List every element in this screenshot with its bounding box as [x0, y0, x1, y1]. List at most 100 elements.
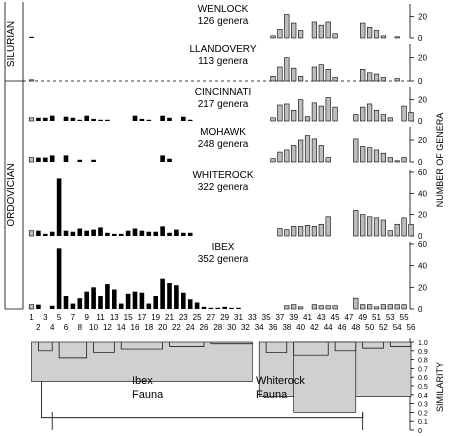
bar-cluster-7: [70, 117, 76, 121]
category-label: 4: [50, 323, 55, 332]
bar-cluster-22: [174, 229, 179, 236]
bar-cluster-44: [325, 157, 331, 163]
similarity-tick-label: 0.4: [418, 393, 428, 400]
bar-cluster-49: [360, 22, 366, 39]
bar-cluster-2: [36, 157, 41, 162]
category-label: 51: [372, 313, 381, 322]
category-label: 43: [317, 313, 326, 322]
bar-cluster-53: [387, 230, 393, 237]
bar-cluster-38: [284, 14, 290, 39]
bar-cluster-50: [366, 304, 373, 310]
bar-cluster-41: [304, 225, 311, 237]
bar-cluster-39: [291, 22, 297, 39]
bar-cluster-11: [98, 227, 103, 236]
bar-cluster-50: [366, 103, 373, 122]
bar-cluster-44: [325, 216, 331, 237]
category-axis: 1234567891011121314151617181920212223242…: [29, 313, 416, 332]
bar-cluster-21: [167, 117, 172, 121]
category-label: 54: [393, 323, 402, 332]
bar-cluster-45: [332, 106, 338, 122]
bar-cluster-36: [270, 117, 276, 122]
category-label: 5: [57, 313, 62, 322]
bar-cluster-11: [98, 119, 103, 121]
period-column: SILURIAN ORDOVICIAN: [4, 2, 24, 310]
bar-cluster-52: [380, 35, 387, 39]
bar-cluster-4: [49, 155, 55, 162]
bar-cluster-2: [36, 117, 41, 121]
bar-cluster-5: [56, 248, 62, 309]
bar-cluster-55: [401, 157, 407, 163]
dendrogram-branch: [38, 342, 53, 352]
value-tick-label: 0: [418, 77, 423, 86]
bar-cluster-1: [29, 36, 34, 38]
bar-cluster-31: [236, 307, 241, 309]
bar-cluster-28: [215, 307, 221, 309]
dendrogram-branch: [265, 342, 288, 353]
bar-cluster-54: [394, 304, 400, 310]
value-tick-label: 40: [418, 189, 427, 198]
category-label: 28: [213, 323, 222, 332]
dendrogram-branch: [120, 342, 163, 350]
bar-cluster-14: [118, 303, 124, 309]
category-label: 8: [78, 323, 83, 332]
bar-cluster-48: [353, 210, 359, 237]
bar-cluster-37: [277, 66, 283, 82]
bar-cluster-30: [229, 307, 234, 309]
similarity-tick-label: 0.3: [418, 402, 428, 409]
group-label-whiterock: Fauna: [256, 389, 288, 401]
bar-cluster-2: [36, 304, 41, 309]
category-label: 32: [241, 323, 250, 332]
category-label: 7: [71, 313, 76, 322]
bar-cluster-17: [139, 118, 145, 121]
bar-cluster-1: [28, 157, 35, 163]
bar-cluster-21: [167, 232, 172, 236]
bar-cluster-43: [318, 105, 324, 122]
value-tick-label: 20: [418, 211, 427, 220]
category-label: 49: [358, 313, 367, 322]
bar-cluster-19: [153, 296, 158, 309]
bar-cluster-38: [284, 305, 290, 310]
similarity-tick-label: 0.1: [418, 419, 428, 426]
bar-cluster-5: [56, 178, 62, 236]
bar-cluster-10: [91, 159, 96, 162]
bar-cluster-38: [284, 57, 290, 82]
bar-cluster-14: [118, 233, 124, 236]
bar-cluster-37: [277, 104, 283, 122]
category-label: 16: [131, 323, 140, 332]
bar-cluster-25: [194, 302, 200, 309]
bar-cluster-23: [181, 292, 186, 309]
category-label: 13: [110, 313, 119, 322]
bar-cluster-48: [353, 138, 359, 163]
bar-cluster-44: [325, 97, 331, 122]
category-label: 38: [282, 323, 291, 332]
dendrogram-branch: [362, 342, 384, 349]
bar-cluster-49: [360, 214, 366, 237]
category-label: 56: [407, 323, 416, 332]
bar-cluster-18: [146, 119, 152, 121]
value-tick-label: 0: [418, 305, 423, 314]
dendrogram-branch: [389, 342, 412, 347]
bar-cluster-44: [325, 305, 331, 310]
bar-cluster-12: [105, 284, 110, 309]
value-tick-label: 0: [418, 117, 423, 126]
bar-cluster-42: [311, 138, 318, 163]
bar-cluster-51: [373, 110, 380, 122]
category-label: 39: [289, 313, 298, 322]
category-label: 25: [193, 313, 202, 322]
category-label: 44: [324, 323, 333, 332]
category-label: 40: [296, 323, 305, 332]
bar-cluster-53: [387, 157, 393, 163]
bar-cluster-42: [311, 21, 318, 39]
bar-cluster-19: [153, 231, 158, 236]
category-label: 1: [29, 313, 34, 322]
similarity-tick-label: 0.9: [418, 349, 428, 356]
category-label: 6: [64, 323, 69, 332]
bar-cluster-17: [139, 292, 145, 309]
bar-cluster-15: [125, 293, 131, 309]
panel-title: MOHAWK: [200, 127, 246, 138]
bar-cluster-10: [91, 118, 96, 121]
bar-cluster-50: [366, 72, 373, 82]
category-label: 20: [158, 323, 167, 332]
similarity-tick-label: 1.0: [418, 340, 428, 347]
